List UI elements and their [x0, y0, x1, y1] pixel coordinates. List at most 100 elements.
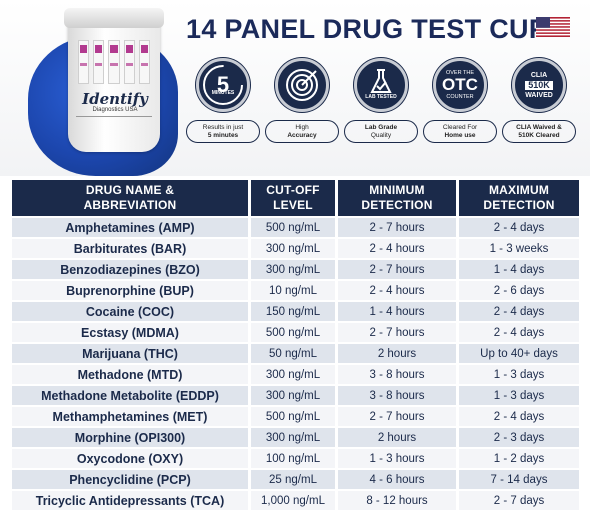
caption-line-bold: Home use	[444, 131, 476, 139]
cell-cutoff: 300 ng/mL	[251, 365, 335, 384]
table-header-row: DRUG NAME & ABBREVIATION CUT-OFF LEVEL MIN…	[12, 180, 579, 216]
cell-min-detection: 2 - 7 hours	[338, 407, 456, 426]
cell-min-detection: 2 - 7 hours	[338, 323, 456, 342]
table-row: Methadone Metabolite (EDDP) 300 ng/mL 3 - …	[12, 386, 579, 405]
header-min-detection: MINIMUM DETECTION	[338, 180, 456, 216]
cell-max-detection: 1 - 3 days	[459, 386, 579, 405]
cell-min-detection: 2 hours	[338, 344, 456, 363]
cell-min-detection: 1 - 4 hours	[338, 302, 456, 321]
cell-max-detection: 2 - 4 days	[459, 218, 579, 237]
cell-max-detection: 2 - 3 days	[459, 428, 579, 447]
clia-510k: 510K	[525, 80, 553, 90]
cell-cutoff: 300 ng/mL	[251, 386, 335, 405]
cell-cutoff: 300 ng/mL	[251, 428, 335, 447]
cell-min-detection: 2 - 4 hours	[338, 239, 456, 258]
cell-max-detection: 1 - 3 days	[459, 365, 579, 384]
cell-min-detection: 2 - 4 hours	[338, 281, 456, 300]
table-row: Barbiturates (BAR) 300 ng/mL 2 - 4 hours 1 …	[12, 239, 579, 258]
caption-line: Quality	[370, 131, 392, 139]
cell-min-detection: 1 - 3 hours	[338, 449, 456, 468]
cell-min-detection: 2 hours	[338, 428, 456, 447]
feature-badges: 5 MINUTES Results in just 5 minutes High…	[186, 58, 576, 143]
cell-drug-name: Buprenorphine (BUP)	[12, 281, 248, 300]
badge-accuracy: High Accuracy	[265, 58, 339, 143]
badge-caption: Results in just 5 minutes	[186, 120, 260, 143]
flask-icon: LAB TESTED	[354, 58, 408, 112]
cell-max-detection: 1 - 3 weeks	[459, 239, 579, 258]
cell-drug-name: Ecstasy (MDMA)	[12, 323, 248, 342]
table-row: Tricyclic Antidepressants (TCA) 1,000 ng/…	[12, 491, 579, 510]
cell-cutoff: 10 ng/mL	[251, 281, 335, 300]
cell-min-detection: 8 - 12 hours	[338, 491, 456, 510]
header-cutoff: CUT-OFF LEVEL	[251, 180, 335, 216]
otc-icon: OVER THE OTC COUNTER	[433, 58, 487, 112]
drug-table: DRUG NAME & ABBREVIATION CUT-OFF LEVEL MIN…	[9, 178, 582, 512]
otc-top-text: OVER THE	[445, 70, 474, 76]
cell-drug-name: Oxycodone (OXY)	[12, 449, 248, 468]
badge-otc: OVER THE OTC COUNTER Cleared For Home us…	[423, 58, 497, 143]
cell-drug-name: Morphine (OPI300)	[12, 428, 248, 447]
cell-cutoff: 500 ng/mL	[251, 323, 335, 342]
badge-5-minutes: 5 MINUTES Results in just 5 minutes	[186, 58, 260, 143]
product-photo: Identify Diagnostics USA	[20, 6, 180, 176]
badge-caption: Cleared For Home use	[423, 120, 497, 143]
clia-icon: CLIA 510K WAIVED	[512, 58, 566, 112]
test-strips	[78, 40, 151, 84]
cell-drug-name: Cocaine (COC)	[12, 302, 248, 321]
hero-banner: Identify Diagnostics USA 14 PANEL DRUG T…	[0, 0, 590, 176]
cell-min-detection: 4 - 6 hours	[338, 470, 456, 489]
cell-max-detection: 7 - 14 days	[459, 470, 579, 489]
cell-drug-name: Methadone (MTD)	[12, 365, 248, 384]
cup-lid	[64, 8, 164, 28]
brand-logo: Identify	[82, 90, 148, 108]
cell-max-detection: 1 - 4 days	[459, 260, 579, 279]
otc-text: OTC	[442, 75, 478, 94]
brand-subtitle: Diagnostics USA	[92, 107, 138, 113]
cell-cutoff: 50 ng/mL	[251, 344, 335, 363]
table-row: Methamphetamines (MET) 500 ng/mL 2 - 7 hou…	[12, 407, 579, 426]
cell-drug-name: Benzodiazepines (BZO)	[12, 260, 248, 279]
cup-label	[76, 116, 152, 132]
badge-lab-tested: LAB TESTED Lab Grade Quality	[344, 58, 418, 143]
table-row: Morphine (OPI300) 300 ng/mL 2 hours 2 - 3 d…	[12, 428, 579, 447]
cell-cutoff: 500 ng/mL	[251, 407, 335, 426]
caption-line-bold: 5 minutes	[207, 131, 239, 139]
caption-line: Cleared For	[442, 123, 478, 131]
us-flag-icon	[536, 17, 570, 37]
clia-text: CLIA	[530, 71, 548, 79]
caption-line: Results in just	[202, 123, 244, 131]
cell-drug-name: Marijuana (THC)	[12, 344, 248, 363]
cell-drug-name: Methamphetamines (MET)	[12, 407, 248, 426]
badge-lab-text: LAB TESTED	[365, 94, 397, 100]
table-row: Oxycodone (OXY) 100 ng/mL 1 - 3 hours 1 - 2…	[12, 449, 579, 468]
cell-cutoff: 1,000 ng/mL	[251, 491, 335, 510]
caption-line: High	[295, 123, 309, 131]
cell-cutoff: 150 ng/mL	[251, 302, 335, 321]
cell-max-detection: 2 - 4 days	[459, 323, 579, 342]
cell-max-detection: 2 - 7 days	[459, 491, 579, 510]
caption-line-bold: Accuracy	[287, 131, 317, 139]
cell-cutoff: 300 ng/mL	[251, 239, 335, 258]
cell-cutoff: 300 ng/mL	[251, 260, 335, 279]
table-row: Benzodiazepines (BZO) 300 ng/mL 2 - 7 hour…	[12, 260, 579, 279]
cell-max-detection: 2 - 4 days	[459, 302, 579, 321]
badge-clia: CLIA 510K WAIVED CLIA Waived & 510K Clea…	[502, 58, 576, 143]
page-title: 14 PANEL DRUG TEST CUP	[186, 14, 548, 44]
cell-min-detection: 3 - 8 hours	[338, 386, 456, 405]
cell-drug-name: Phencyclidine (PCP)	[12, 470, 248, 489]
badge-caption: CLIA Waived & 510K Cleared	[502, 120, 576, 143]
caption-line-bold: Lab Grade	[364, 123, 398, 131]
cell-max-detection: 2 - 6 days	[459, 281, 579, 300]
cell-min-detection: 3 - 8 hours	[338, 365, 456, 384]
badge-caption: High Accuracy	[265, 120, 339, 143]
cell-min-detection: 2 - 7 hours	[338, 218, 456, 237]
cell-max-detection: 1 - 2 days	[459, 449, 579, 468]
header-max-detection: MAXIMUM DETECTION	[459, 180, 579, 216]
cell-drug-name: Tricyclic Antidepressants (TCA)	[12, 491, 248, 510]
clia-waived: WAIVED	[525, 91, 553, 99]
table-row: Phencyclidine (PCP) 25 ng/mL 4 - 6 hours 7 …	[12, 470, 579, 489]
table-row: Cocaine (COC) 150 ng/mL 1 - 4 hours 2 - 4 d…	[12, 302, 579, 321]
cell-drug-name: Barbiturates (BAR)	[12, 239, 248, 258]
table-row: Buprenorphine (BUP) 10 ng/mL 2 - 4 hours 2 …	[12, 281, 579, 300]
table-row: Marijuana (THC) 50 ng/mL 2 hours Up to 40+ …	[12, 344, 579, 363]
